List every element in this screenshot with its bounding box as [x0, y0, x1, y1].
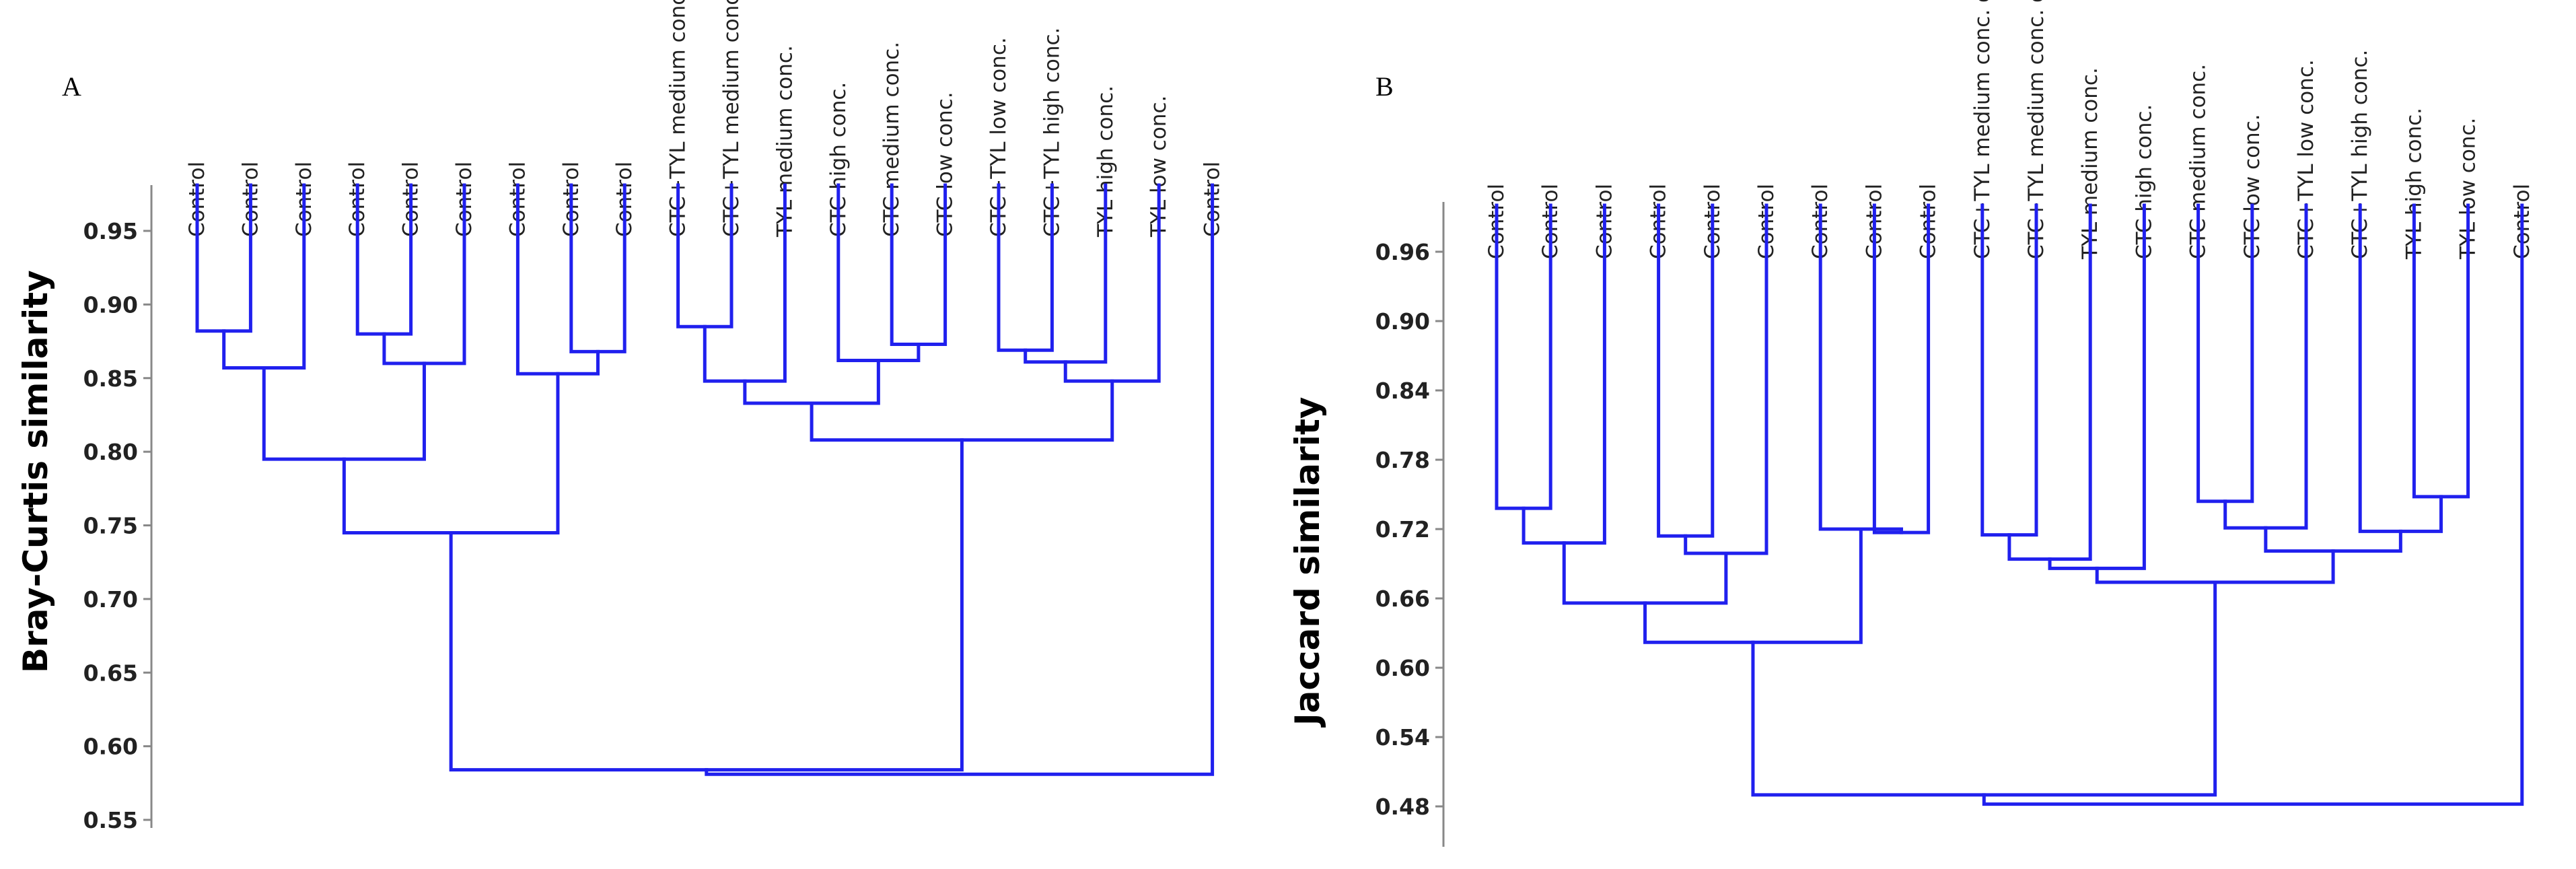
panel-a-bray-curtis-dendrogram: A Bray-Curtis similarity 0.95 0.90 0.85 0.8…	[16, 0, 1225, 833]
dendrogram-link	[262, 361, 426, 461]
panel-b-y-axis-title: Jaccard similarity	[1288, 396, 1327, 728]
y-tick-label: 0.60	[1375, 655, 1430, 681]
panel-a-links	[195, 183, 1215, 776]
y-tick-label: 0.55	[83, 807, 138, 833]
y-tick-label: 0.75	[83, 513, 138, 539]
dendrogram-link	[1982, 203, 2524, 806]
panel-b-links	[1495, 203, 2524, 806]
y-tick-label: 0.85	[83, 366, 138, 392]
panel-b-jaccard-dendrogram: B Jaccard similarity 0.96 0.90 0.84 0.78 0.7…	[1288, 0, 2534, 847]
y-tick-label: 0.72	[1375, 516, 1430, 543]
dendrogram-link	[342, 372, 560, 534]
y-tick-label: 0.66	[1375, 586, 1430, 612]
dendrogram-link	[810, 379, 1114, 442]
dendrogram-link	[449, 438, 964, 772]
panel-b-label: B	[1375, 71, 1394, 102]
panel-a-y-axis-title: Bray-Curtis similarity	[16, 270, 55, 673]
dendrogram-link	[1751, 580, 2217, 797]
dendrogram-link	[705, 183, 1215, 776]
dendrogram-link	[1643, 527, 1863, 644]
y-tick-label: 0.70	[83, 586, 138, 613]
dendrogram-link	[2095, 549, 2335, 584]
y-tick-label: 0.90	[1375, 308, 1430, 335]
y-tick-label: 0.95	[83, 218, 138, 244]
dendrogram-link	[1818, 203, 1903, 534]
y-tick-label: 0.90	[83, 291, 138, 318]
y-tick-label: 0.48	[1375, 794, 1430, 820]
y-tick-label: 0.65	[83, 660, 138, 686]
panel-b-leaf-labels: Control Control Control Control Control Contr…	[1484, 0, 2534, 260]
y-tick-label: 0.80	[83, 439, 138, 465]
y-tick-label: 0.84	[1375, 378, 1430, 404]
panel-a-label: A	[62, 71, 81, 102]
y-tick-label: 0.78	[1375, 447, 1430, 473]
dendrogram-link	[2358, 203, 2443, 533]
y-tick-label: 0.96	[1375, 239, 1430, 265]
y-tick-label: 0.60	[83, 734, 138, 760]
panel-b-y-axis: 0.96 0.90 0.84 0.78 0.72 0.66 0.60 0.54 0.48	[1375, 202, 1445, 847]
panel-a-leaf-labels: Control Control Control Control Control Contr…	[185, 0, 1225, 238]
y-tick-label: 0.54	[1375, 724, 1430, 751]
panel-a-y-axis: 0.95 0.90 0.85 0.80 0.75 0.70 0.65 0.60 0.55	[83, 185, 153, 833]
